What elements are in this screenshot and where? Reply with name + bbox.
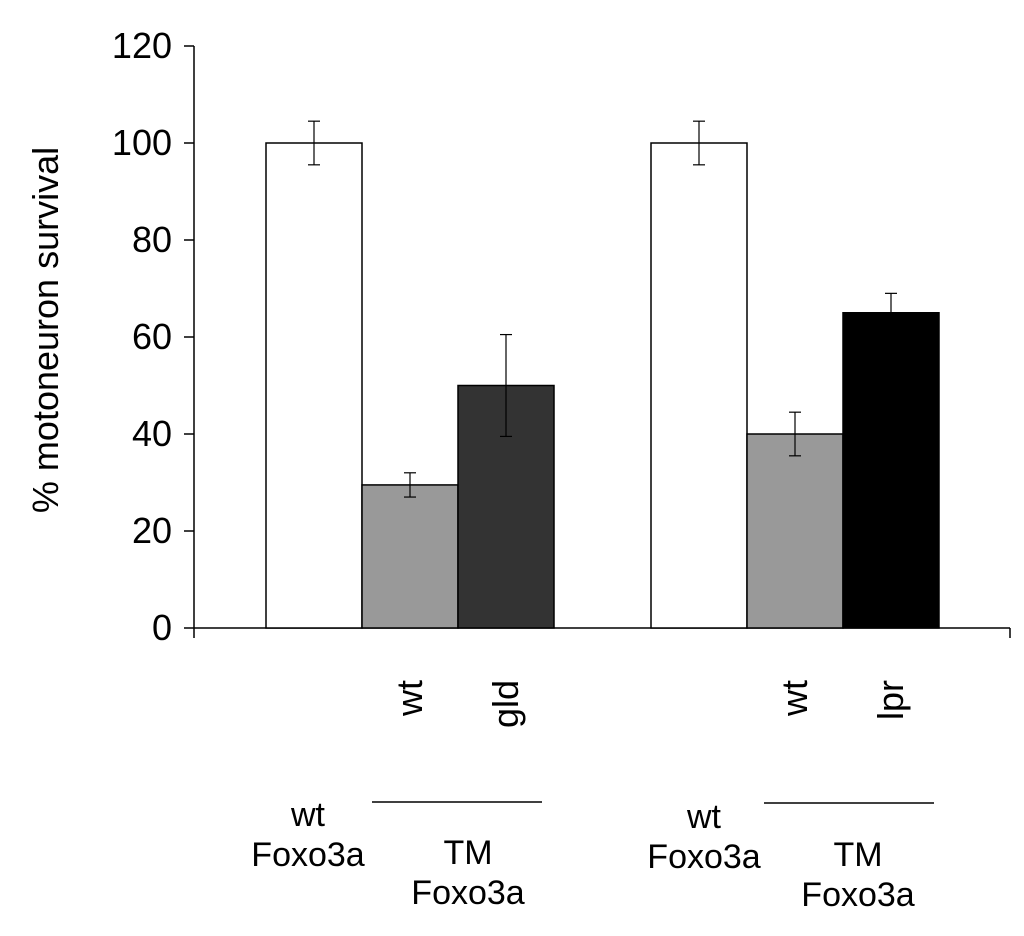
group-label: Foxo3a — [251, 836, 364, 874]
group-label: TM — [833, 836, 882, 874]
y-tick-label: 80 — [132, 219, 172, 260]
category-label: wt — [774, 680, 815, 717]
category-label: wt — [389, 680, 430, 717]
bar — [361, 484, 459, 629]
y-tick-label: 100 — [112, 122, 172, 163]
category-label: lpr — [870, 680, 911, 720]
y-tick-label: 20 — [132, 510, 172, 551]
y-ticks: 0 20 40 60 80 100 120 — [112, 25, 1011, 648]
y-tick-label: 120 — [112, 25, 172, 66]
category-labels: wt gld wt lpr — [389, 680, 911, 728]
y-tick-label: 0 — [152, 607, 172, 648]
bar — [265, 142, 363, 629]
bar — [842, 312, 940, 629]
bar — [650, 142, 748, 629]
group-label: wt — [290, 796, 326, 834]
group-label: TM — [443, 834, 492, 872]
bars — [265, 120, 940, 629]
y-axis-label: % motoneuron survival — [25, 147, 66, 513]
group-label: Foxo3a — [647, 838, 760, 876]
group-label: wt — [686, 798, 722, 836]
group-label: Foxo3a — [801, 876, 914, 914]
bar — [746, 433, 844, 629]
y-tick-label: 60 — [132, 316, 172, 357]
group-label: Foxo3a — [411, 874, 524, 912]
y-tick-label: 40 — [132, 413, 172, 454]
category-label: gld — [485, 680, 526, 728]
